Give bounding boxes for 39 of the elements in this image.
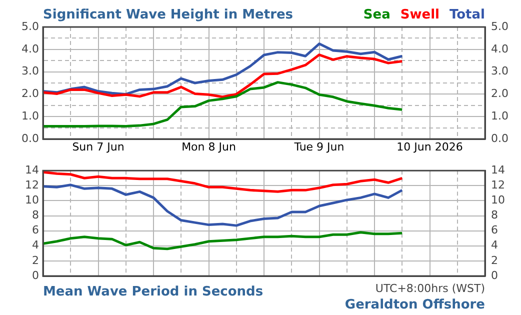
y2-tick-label: 12: [491, 178, 505, 192]
y-tick-label: 1.0: [22, 109, 39, 122]
y-tick-label: 8: [32, 208, 39, 222]
text: Swell: [400, 7, 440, 22]
y2-tick-label: 10: [491, 194, 505, 207]
text: UTC+8:00hrs (WST): [375, 282, 485, 295]
y2-tick-label: 6: [491, 224, 498, 237]
y-tick-label: 6: [32, 224, 39, 237]
y2-tick-label: 4: [491, 238, 498, 252]
y-tick-label: 3.0: [22, 64, 39, 78]
y-tick-label: 12: [25, 178, 39, 192]
y-tick-label: 0: [32, 268, 39, 282]
y2-tick-label: 8: [491, 208, 498, 222]
y-tick-label: 10: [25, 194, 39, 207]
y-tick-label: 0.0: [22, 132, 39, 145]
y-tick-label: 2.0: [22, 87, 39, 100]
y2-tick-label: 1.0: [491, 109, 508, 122]
x-tick-label: 10 Jun 2026: [396, 140, 463, 154]
y2-tick-label: 2.0: [491, 87, 508, 100]
x-tick-label: Mon 8 Jun: [182, 140, 236, 154]
y-tick-label: 4: [32, 238, 39, 252]
y2-tick-label: 4.0: [491, 42, 508, 56]
text: Sea: [363, 7, 390, 22]
text: Total: [449, 7, 485, 22]
text: Geraldton Offshore: [344, 297, 486, 312]
y2-tick-label: 2: [491, 254, 498, 267]
y2-tick-label: 0: [491, 268, 498, 282]
chart-title: Significant Wave Height in Metres: [43, 7, 294, 22]
text: Mean Wave Period in Seconds: [43, 284, 264, 300]
y-tick-label: 14: [25, 163, 39, 176]
y-tick-label: 2: [32, 254, 39, 267]
y-tick-label: 4.0: [22, 42, 39, 56]
y2-tick-label: 0.0: [491, 132, 508, 145]
y2-tick-label: 5.0: [491, 20, 508, 33]
y-tick-label: 5.0: [22, 20, 39, 33]
x-tick-label: Tue 9 Jun: [293, 140, 344, 154]
y2-tick-label: 3.0: [491, 64, 508, 78]
x-tick-label: Sun 7 Jun: [72, 140, 124, 154]
y2-tick-label: 14: [491, 163, 505, 176]
